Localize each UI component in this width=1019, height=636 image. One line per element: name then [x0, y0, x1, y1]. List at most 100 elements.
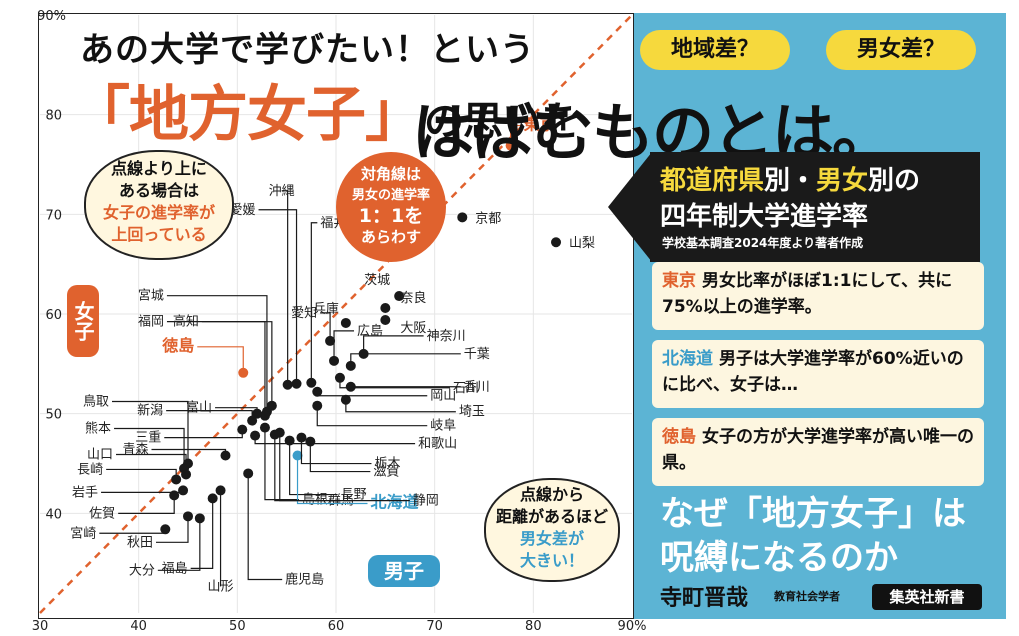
data-point [325, 335, 336, 346]
leader-line [296, 455, 368, 505]
data-label: 京都 [475, 211, 501, 226]
leader-line [201, 321, 273, 406]
leader-line [258, 209, 298, 384]
data-label: 奈良 [400, 290, 426, 306]
data-point [345, 360, 356, 371]
data-point [215, 485, 226, 496]
card-tokyo-text: 男女比率がほぼ1:1にして、共に75%以上の進学率。 [662, 271, 953, 317]
data-point [380, 314, 391, 325]
banner-title-2: 四年制大学進学率 [660, 202, 869, 232]
card-tokushima-text: 女子の方が大学進学率が高い唯一の県。 [662, 427, 974, 473]
diagonal-line [39, 14, 633, 614]
x-tick-label: 30 [32, 619, 49, 634]
data-label: 愛媛 [230, 203, 256, 218]
data-point [207, 493, 218, 504]
data-label: 兵庫 [313, 302, 339, 317]
data-point [237, 424, 248, 435]
data-point [340, 317, 351, 328]
y-tick-label: 60 [45, 308, 62, 323]
data-label: 長崎 [77, 462, 103, 477]
data-label: 大分 [129, 563, 155, 578]
leader-line [320, 312, 331, 341]
data-label: 宮城 [138, 288, 164, 304]
plot-frame [38, 13, 634, 619]
book-title-2: 呪縛になるのか [660, 538, 898, 578]
x-tick-label: 60 [328, 619, 345, 634]
y-tick-label: 50 [45, 408, 62, 423]
data-point [247, 415, 258, 426]
x-tick-label: 80 [525, 619, 542, 634]
data-point [312, 386, 323, 397]
data-point [181, 469, 192, 480]
leader-line [157, 518, 201, 571]
banner-source: 学校基本調査2024年度より著者作成 [662, 236, 864, 250]
axis-tag-male: 男子 [368, 555, 440, 587]
data-label: 岩手 [72, 485, 98, 500]
data-point [296, 432, 307, 443]
data-point [169, 490, 180, 501]
data-label: 山梨 [569, 236, 595, 251]
data-point [282, 379, 293, 390]
banner [650, 152, 980, 262]
leader-line [281, 190, 289, 385]
axis-tag-female: 女子 [67, 285, 99, 357]
data-point [183, 511, 193, 522]
data-point [259, 410, 270, 421]
leader-line [316, 391, 428, 397]
data-point [505, 140, 516, 151]
data-label: 福島 [162, 561, 188, 576]
data-point [259, 422, 270, 433]
data-label: 青森 [122, 443, 148, 458]
leader-line [300, 437, 372, 465]
data-point [305, 436, 316, 447]
y-tick-label: 40 [45, 507, 62, 522]
note-distance: 点線から 距離があるほど 男女差が 大きい！ [484, 478, 620, 582]
headline-rest: の思いを [424, 99, 581, 145]
data-label: 香川 [464, 380, 490, 395]
leader-line [164, 429, 243, 439]
data-point [457, 212, 468, 223]
leader-line [363, 335, 424, 354]
leader-line [156, 516, 189, 543]
leader-line [166, 295, 268, 412]
pill-gender: 男女差？ [826, 30, 976, 70]
data-point [171, 474, 182, 485]
data-label: 大阪 [400, 321, 426, 336]
card-tokushima: 徳島 女子の方が大学進学率が高い唯一の県。 [652, 418, 984, 486]
note-diagonal-4: あらわす [360, 228, 421, 246]
leader-line [106, 468, 177, 480]
data-label: 栃木 [374, 457, 400, 472]
note-distance-2: 距離があるほど [495, 507, 608, 526]
data-point [194, 513, 205, 524]
card-tokyo-key: 東京 [662, 271, 696, 291]
y-tick-label: 90% [37, 9, 66, 24]
note-distance-4: 大きい！ [519, 551, 584, 570]
x-tick-label: 90% [618, 619, 647, 634]
data-point [334, 372, 345, 383]
data-label: 神奈川 [427, 329, 466, 344]
leader-line [99, 529, 166, 534]
note-diagonal-3: 1：1を [358, 205, 424, 227]
data-label: 福岡 [138, 315, 164, 330]
leader-line [190, 498, 214, 569]
x-tick-label: 50 [229, 619, 246, 634]
leader-line [309, 441, 371, 473]
note-above-line: 点線より上に ある場合は 女子の進学率が 上回っている [84, 150, 234, 260]
data-label: 高知 [173, 314, 199, 330]
banner-title-1d: 別の [868, 166, 921, 196]
leader-line [510, 124, 521, 146]
data-point [274, 427, 285, 438]
data-label: 佐賀 [89, 506, 115, 521]
banner-title-1a: 都道府県 [660, 166, 765, 196]
author-name: 寺町晋哉 [660, 586, 749, 611]
data-point [340, 394, 351, 405]
book-title: なぜ「地方女子」は 呪縛になるのか [660, 492, 966, 580]
data-point [266, 400, 277, 411]
leader-line [264, 427, 299, 501]
data-point [220, 450, 231, 461]
data-label: 鳥取 [83, 395, 109, 410]
banner-arrow [608, 152, 652, 262]
card-hokkaido-text: 男子は大学進学率が60%近いのに比べ、女子は… [662, 349, 964, 395]
data-label: 三重 [135, 430, 161, 446]
